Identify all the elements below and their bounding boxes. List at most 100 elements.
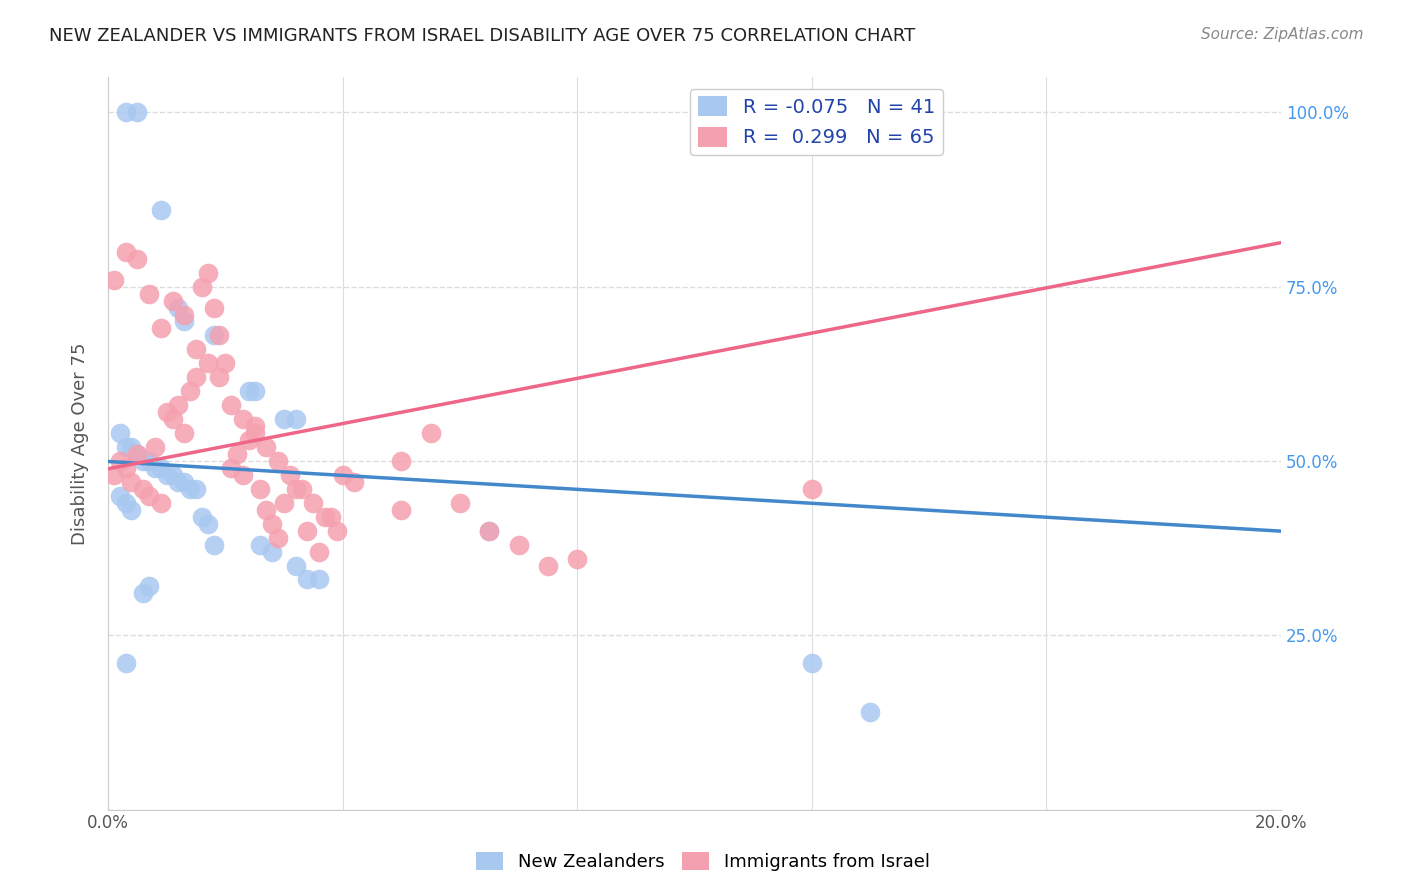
Point	[389, 454, 412, 468]
Point	[184, 482, 207, 496]
Point	[567, 551, 589, 566]
Point	[226, 447, 249, 461]
Point	[238, 384, 260, 399]
Point	[308, 573, 330, 587]
Point	[219, 398, 242, 412]
Point	[162, 293, 184, 308]
Point	[478, 524, 501, 538]
Point	[308, 544, 330, 558]
Point	[103, 272, 125, 286]
Point	[162, 412, 184, 426]
Point	[202, 538, 225, 552]
Point	[167, 475, 190, 489]
Point	[143, 461, 166, 475]
Point	[537, 558, 560, 573]
Point	[325, 524, 347, 538]
Point	[191, 279, 214, 293]
Point	[156, 405, 179, 419]
Point	[238, 433, 260, 447]
Point	[191, 509, 214, 524]
Point	[103, 467, 125, 482]
Point	[114, 656, 136, 670]
Point	[243, 384, 266, 399]
Point	[219, 461, 242, 475]
Point	[332, 467, 354, 482]
Point	[243, 425, 266, 440]
Point	[249, 538, 271, 552]
Point	[114, 496, 136, 510]
Point	[108, 454, 131, 468]
Point	[149, 496, 172, 510]
Point	[290, 482, 312, 496]
Legend: New Zealanders, Immigrants from Israel: New Zealanders, Immigrants from Israel	[470, 845, 936, 879]
Point	[449, 496, 471, 510]
Point	[249, 482, 271, 496]
Point	[143, 440, 166, 454]
Point	[138, 489, 160, 503]
Point	[273, 412, 295, 426]
Point	[120, 440, 142, 454]
Point	[184, 370, 207, 384]
Point	[297, 524, 319, 538]
Point	[149, 461, 172, 475]
Point	[302, 496, 325, 510]
Point	[108, 425, 131, 440]
Point	[389, 502, 412, 516]
Point	[132, 586, 155, 600]
Point	[149, 202, 172, 217]
Point	[138, 454, 160, 468]
Point	[132, 482, 155, 496]
Point	[214, 356, 236, 370]
Point	[197, 266, 219, 280]
Point	[120, 475, 142, 489]
Point	[197, 356, 219, 370]
Point	[859, 705, 882, 719]
Point	[262, 544, 284, 558]
Point	[127, 447, 149, 461]
Point	[508, 538, 530, 552]
Point	[120, 502, 142, 516]
Point	[267, 454, 290, 468]
Point	[132, 454, 155, 468]
Point	[179, 384, 201, 399]
Point	[179, 482, 201, 496]
Point	[800, 482, 823, 496]
Point	[114, 244, 136, 259]
Point	[149, 321, 172, 335]
Point	[254, 502, 277, 516]
Point	[278, 467, 301, 482]
Point	[267, 531, 290, 545]
Point	[297, 573, 319, 587]
Point	[254, 440, 277, 454]
Point	[162, 467, 184, 482]
Point	[173, 308, 195, 322]
Point	[173, 314, 195, 328]
Point	[284, 412, 307, 426]
Y-axis label: Disability Age Over 75: Disability Age Over 75	[72, 343, 89, 545]
Point	[202, 301, 225, 315]
Point	[167, 398, 190, 412]
Point	[284, 482, 307, 496]
Legend: R = -0.075   N = 41, R =  0.299   N = 65: R = -0.075 N = 41, R = 0.299 N = 65	[690, 88, 943, 155]
Point	[173, 475, 195, 489]
Point	[232, 467, 254, 482]
Text: NEW ZEALANDER VS IMMIGRANTS FROM ISRAEL DISABILITY AGE OVER 75 CORRELATION CHART: NEW ZEALANDER VS IMMIGRANTS FROM ISRAEL …	[49, 27, 915, 45]
Point	[800, 656, 823, 670]
Point	[197, 516, 219, 531]
Point	[156, 467, 179, 482]
Point	[314, 509, 336, 524]
Point	[284, 558, 307, 573]
Point	[419, 425, 441, 440]
Point	[173, 425, 195, 440]
Point	[167, 301, 190, 315]
Point	[138, 579, 160, 593]
Point	[232, 412, 254, 426]
Point	[127, 447, 149, 461]
Point	[262, 516, 284, 531]
Point	[343, 475, 366, 489]
Point	[478, 524, 501, 538]
Point	[243, 419, 266, 434]
Point	[208, 328, 231, 343]
Point	[319, 509, 342, 524]
Point	[108, 489, 131, 503]
